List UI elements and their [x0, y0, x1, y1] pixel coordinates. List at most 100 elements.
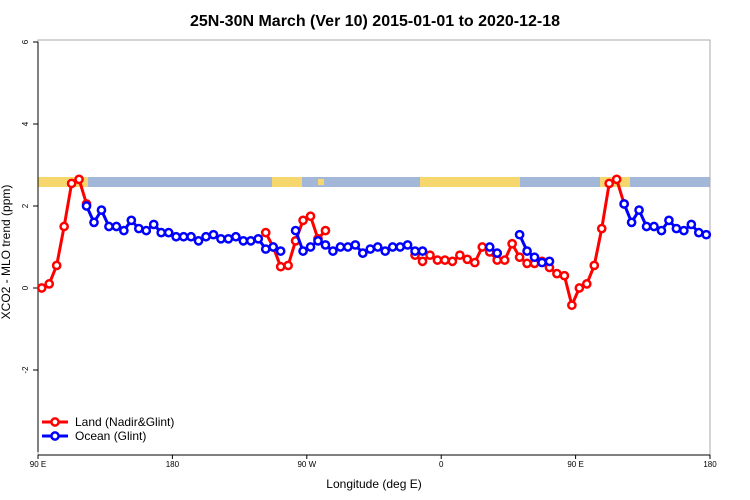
data-point: [96, 205, 107, 215]
data-point: [141, 225, 152, 236]
data-point: [208, 229, 219, 240]
data-point: [89, 217, 99, 228]
data-point: [335, 242, 346, 252]
data-point: [133, 223, 144, 234]
y-tick-label: 0: [21, 285, 30, 290]
data-point: [66, 178, 77, 189]
data-point: [178, 231, 189, 242]
data-point: [514, 229, 525, 240]
x-tick-label: 180: [703, 460, 717, 469]
y-tick-label: 2: [21, 203, 30, 208]
data-point: [163, 227, 174, 238]
data-point: [611, 174, 622, 185]
data-point: [425, 250, 435, 261]
data-point: [275, 261, 286, 272]
data-point: [589, 260, 600, 271]
data-point: [440, 255, 450, 265]
data-point: [44, 279, 55, 289]
data-point: [148, 219, 159, 230]
data-point: [59, 221, 69, 232]
legend-marker: [50, 417, 60, 427]
data-point: [298, 215, 308, 226]
data-point: [260, 244, 271, 254]
data-point: [365, 244, 376, 254]
legend-label: Land (Nadir&Glint): [75, 415, 174, 429]
data-point: [119, 225, 129, 236]
chart-title: 25N-30N March (Ver 10) 2015-01-01 to 202…: [190, 13, 560, 30]
data-point: [604, 178, 615, 189]
data-point: [507, 238, 517, 249]
data-point: [343, 242, 353, 252]
data-point: [283, 260, 293, 271]
data-point: [74, 174, 84, 185]
x-tick-label: 90 W: [297, 460, 316, 469]
data-point: [693, 227, 704, 238]
data-point: [402, 240, 413, 250]
data-point: [298, 246, 308, 256]
data-point: [596, 223, 607, 234]
legend-marker: [50, 431, 60, 441]
data-point: [664, 215, 674, 226]
data-point: [462, 254, 473, 265]
data-point: [238, 236, 249, 246]
data-point: [417, 256, 428, 267]
data-point: [350, 240, 361, 250]
data-point: [626, 217, 637, 228]
data-point: [111, 221, 122, 232]
data-point: [171, 231, 181, 242]
data-point: [305, 211, 316, 222]
data-point: [492, 248, 503, 258]
data-point: [432, 255, 443, 265]
y-tick-label: 6: [21, 39, 30, 44]
data-point: [81, 201, 92, 211]
y-tick-label: 4: [21, 121, 30, 126]
data-point: [477, 242, 488, 252]
data-point: [417, 246, 428, 256]
x-tick-label: 0: [439, 460, 444, 469]
data-point: [357, 248, 368, 258]
data-point: [522, 258, 532, 269]
x-axis-label: Longitude (deg E): [326, 477, 421, 491]
data-point: [686, 219, 697, 230]
data-point: [619, 199, 629, 209]
x-tick-label: 90 E: [30, 460, 46, 469]
data-point: [223, 233, 234, 244]
data-point: [51, 260, 62, 271]
data-point: [380, 246, 391, 256]
data-point: [126, 215, 137, 226]
data-point: [499, 255, 510, 265]
series-line: [41, 177, 626, 310]
data-point: [484, 242, 495, 252]
data-point: [581, 279, 592, 289]
data-point: [328, 246, 338, 256]
data-point: [552, 268, 562, 279]
data-point: [156, 227, 167, 238]
data-point: [216, 233, 226, 244]
data-point: [529, 252, 540, 263]
data-point: [656, 225, 667, 236]
x-tick-label: 180: [166, 460, 180, 469]
data-point: [514, 252, 525, 263]
x-tick-label: 90 E: [567, 460, 583, 469]
data-point: [201, 231, 211, 242]
y-axis-label: XCO2 - MLO trend (ppm): [0, 185, 13, 320]
data-point: [395, 242, 405, 252]
data-point: [104, 221, 114, 232]
data-point: [253, 233, 264, 244]
data-point: [574, 283, 585, 293]
data-point: [537, 257, 547, 268]
data-point: [245, 236, 256, 246]
data-point: [320, 225, 331, 236]
data-point: [36, 283, 47, 293]
data-point: [410, 246, 420, 256]
data-point: [305, 242, 316, 252]
data-point: [679, 225, 689, 236]
data-point: [567, 300, 577, 311]
data-point: [634, 205, 644, 215]
data-point: [455, 250, 465, 261]
data-point: [260, 227, 271, 238]
y-tick-label: -2: [21, 366, 30, 374]
data-point: [701, 229, 712, 240]
data-point: [186, 231, 196, 242]
